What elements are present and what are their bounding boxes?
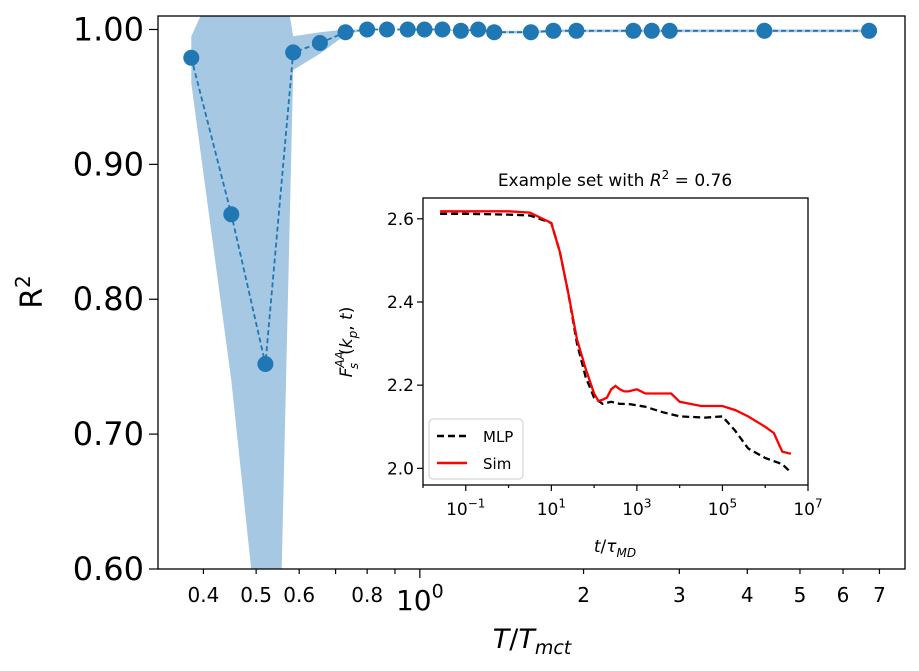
inset-title: Example set with R2 = 0.76 [498, 168, 732, 191]
main-x-tick-label: 100 [396, 580, 444, 617]
inset-y-tick-label: 2.0 [387, 459, 414, 479]
inset-y-ticks: 2.0 2.2 2.4 2.6 [387, 210, 423, 479]
main-y-tick-label: 0.80 [73, 280, 144, 318]
r2-data-point [625, 22, 642, 39]
main-y-tick-label: 0.90 [73, 145, 144, 183]
inset-chart: 2.0 2.2 2.4 2.6 10−1 101 103 105 107 Example se… [333, 168, 823, 560]
inset-x-tick-label: 103 [622, 496, 651, 520]
r2-data-point [470, 21, 487, 38]
inset-x-tick-label: 10−1 [446, 496, 485, 520]
inset-x-tick-label: 101 [537, 496, 566, 520]
r2-data-point [568, 22, 585, 39]
main-y-axis-label: R2 [11, 275, 50, 309]
main-x-tick-label: 0.4 [188, 583, 220, 607]
main-x-tick-label: 3 [673, 583, 686, 607]
main-x-tick-label: 2 [577, 583, 590, 607]
main-plot-area [183, 16, 878, 569]
legend-mlp-label: MLP [483, 428, 513, 446]
inset-x-ticks: 10−1 101 103 105 107 [422, 485, 823, 520]
r2-data-point [285, 44, 302, 61]
inset-plot-area [440, 210, 792, 474]
inset-legend: MLP Sim [428, 418, 524, 480]
inset-x-tick-label: 105 [708, 496, 737, 520]
r2-data-point [416, 21, 433, 38]
inset-y-axis-label: FAAs(kp, t) [333, 307, 361, 378]
r2-data-point [643, 22, 660, 39]
r2-data-point [257, 356, 274, 372]
r2-data-point [861, 22, 878, 39]
inset-y-tick-label: 2.6 [387, 210, 414, 230]
main-y-tick-label: 0.70 [73, 415, 144, 453]
legend-sim-label: Sim [483, 455, 511, 473]
main-x-tick-label: 7 [873, 583, 886, 607]
main-chart: 0.60 0.70 0.80 0.90 1.00 100 0.4 0.5 0.6 0.8 2 3 4 5… [11, 10, 906, 659]
r2-data-point [434, 21, 451, 38]
inset-y-tick-label: 2.4 [387, 293, 414, 313]
main-x-tick-label: 0.5 [240, 583, 272, 607]
inset-x-tick-label: 107 [793, 496, 822, 520]
inset-series-sim [440, 210, 792, 455]
inset-axes-frame [422, 197, 809, 486]
r2-data-point [337, 24, 354, 41]
r2-data-point [379, 21, 395, 38]
r2-data-point [311, 35, 328, 51]
r2-series-line [190, 28, 870, 365]
main-x-tick-label: 0.8 [351, 583, 383, 607]
main-x-axis-label: T/Tmct [493, 624, 573, 659]
r2-data-point [183, 49, 200, 66]
main-y-tick-label: 1.00 [73, 10, 144, 48]
r2-data-point [661, 22, 678, 39]
main-x-tick-label: 4 [741, 583, 754, 607]
r2-data-point [223, 206, 240, 223]
main-y-ticks: 0.60 0.70 0.80 0.90 1.00 [73, 10, 158, 588]
main-x-ticks: 100 0.4 0.5 0.6 0.8 2 3 4 5 6 7 [188, 569, 886, 617]
main-y-tick-label: 0.60 [73, 550, 144, 588]
inset-x-axis-label: t/τMD [594, 537, 636, 560]
r2-data-point [545, 22, 562, 39]
main-axes-frame [157, 15, 906, 570]
r2-data-point [399, 21, 416, 38]
r2-data-point [486, 24, 503, 41]
r2-data-point [359, 21, 376, 38]
main-x-tick-label: 0.6 [283, 583, 315, 607]
r2-confidence-band [191, 16, 870, 569]
r2-data-point [452, 22, 469, 39]
r2-data-point [756, 22, 773, 39]
main-x-tick-label: 6 [837, 583, 850, 607]
r2-data-point [522, 24, 539, 41]
inset-y-tick-label: 2.2 [387, 376, 414, 396]
main-x-tick-label: 5 [794, 583, 807, 607]
